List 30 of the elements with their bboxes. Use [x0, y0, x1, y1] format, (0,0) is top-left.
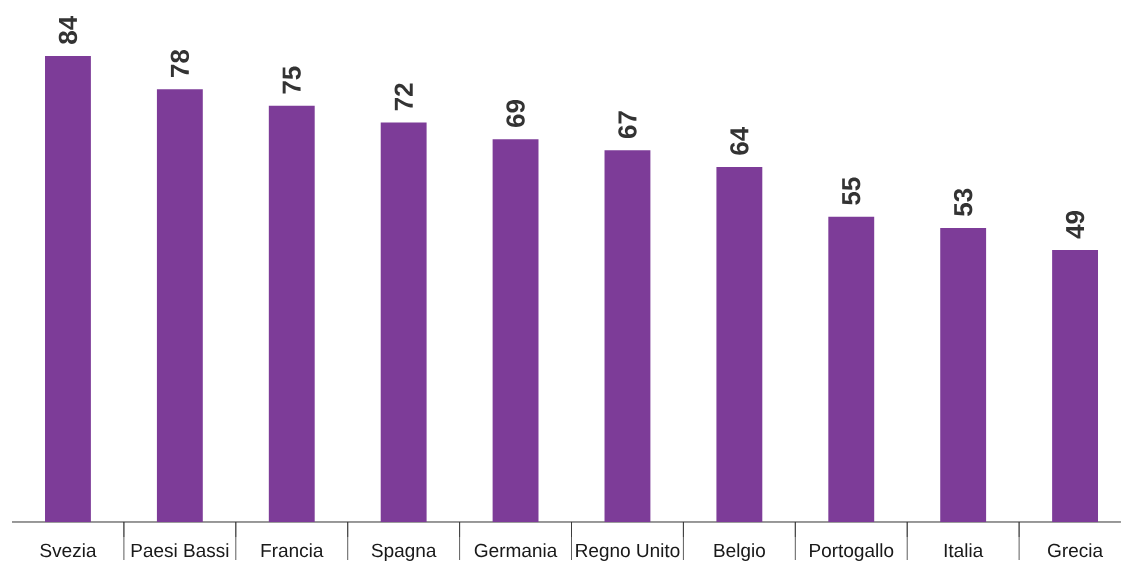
- data-label: 72: [394, 83, 413, 111]
- bar: [268, 105, 315, 522]
- data-label: 69: [506, 99, 525, 127]
- x-tick-label: Italia: [944, 543, 984, 558]
- bar: [380, 122, 427, 522]
- x-tick-label: Spagna: [371, 543, 437, 561]
- x-tick-label: Belgio: [714, 543, 765, 561]
- data-label: 75: [282, 66, 301, 94]
- data-label: 55: [842, 177, 861, 205]
- bar: [716, 166, 763, 522]
- data-label: 78: [170, 49, 190, 77]
- bar: [492, 139, 539, 522]
- bar: [828, 216, 875, 522]
- x-tick-label: Portogallo: [810, 543, 894, 561]
- x-tick-label: Francia: [261, 543, 324, 558]
- x-tick-label: Germania: [474, 543, 558, 558]
- bar: [604, 150, 651, 522]
- bar: [156, 89, 203, 522]
- x-tick-label: Regno Unito: [576, 543, 680, 561]
- bar: [45, 55, 91, 522]
- x-tick-label: Paesi Bassi: [131, 543, 229, 558]
- data-label: 49: [1065, 210, 1085, 239]
- data-label: 67: [618, 111, 637, 139]
- data-label: 53: [953, 188, 973, 216]
- data-label: 64: [730, 126, 749, 155]
- bar: [1052, 250, 1099, 522]
- x-tick-label: Grecia: [1048, 543, 1104, 558]
- bar: [940, 227, 987, 522]
- data-label: 84: [58, 15, 78, 44]
- x-tick-label: Svezia: [40, 543, 97, 558]
